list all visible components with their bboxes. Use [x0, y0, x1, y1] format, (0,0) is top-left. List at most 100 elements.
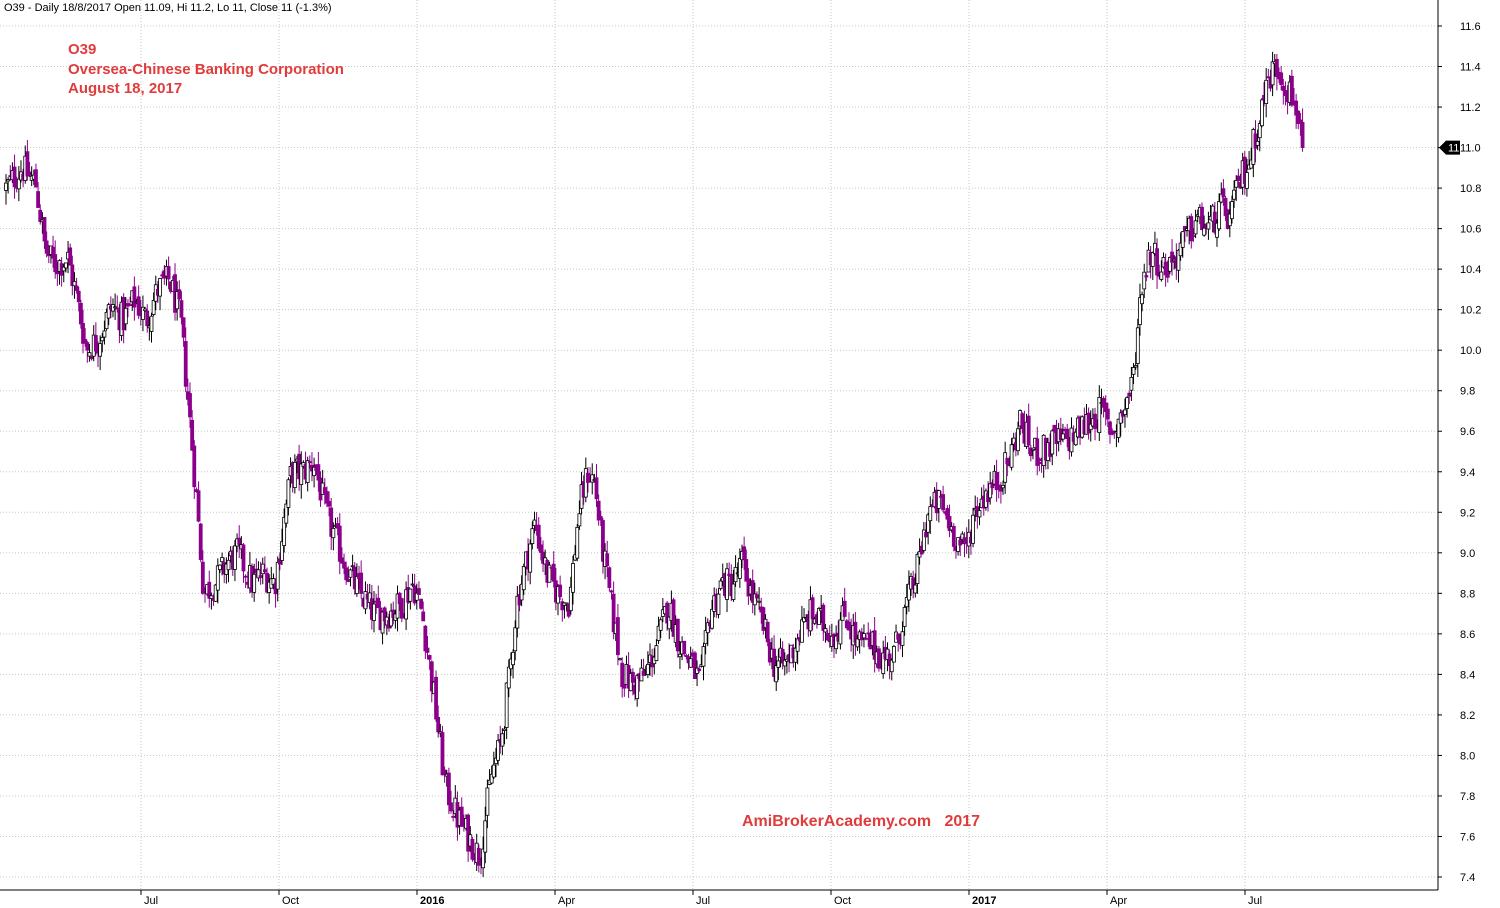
candle-body — [410, 583, 415, 586]
candle-body — [81, 323, 85, 344]
candle-body — [504, 682, 509, 728]
candle-body — [258, 575, 263, 578]
candle-body — [911, 577, 916, 589]
candle — [38, 204, 43, 225]
candle — [132, 276, 137, 321]
y-tick-label: 7.8 — [1460, 791, 1475, 803]
candle-body — [902, 607, 907, 627]
candle-body — [977, 510, 982, 518]
candle — [971, 507, 975, 548]
candle-body — [93, 335, 98, 352]
candle — [810, 594, 815, 631]
candle-body — [765, 621, 770, 643]
candle-body — [842, 600, 847, 617]
candle-body — [776, 660, 781, 668]
candle — [1163, 253, 1168, 287]
candle-body — [16, 178, 21, 190]
candle-body — [817, 607, 821, 625]
y-tick-label: 8.8 — [1460, 588, 1475, 600]
candle-body — [800, 619, 804, 643]
candle — [1281, 78, 1286, 105]
candle-body — [70, 264, 75, 286]
candle-body — [243, 575, 248, 578]
candle — [476, 844, 481, 873]
candle-body — [853, 621, 858, 643]
candle-body — [506, 666, 511, 689]
candle-body — [622, 684, 627, 689]
candle-body — [654, 645, 659, 662]
candle — [83, 328, 88, 347]
candle-body — [601, 520, 605, 562]
candle — [558, 575, 563, 601]
candle — [286, 477, 291, 516]
candle — [1144, 272, 1149, 282]
candle-body — [1003, 452, 1008, 483]
candle-body — [793, 647, 798, 663]
candle — [1127, 390, 1132, 405]
candle — [61, 263, 66, 283]
y-tick-label: 11.0 — [1460, 143, 1481, 155]
candle-body — [1105, 408, 1110, 420]
candle — [977, 503, 982, 526]
candle — [252, 563, 257, 602]
x-tick-label: Oct — [834, 895, 851, 907]
candle — [382, 606, 387, 629]
y-tick-label: 9.4 — [1460, 467, 1475, 479]
candle — [725, 562, 729, 613]
candle — [395, 585, 400, 632]
candle-body — [921, 529, 926, 551]
candle-body — [6, 179, 11, 182]
candle — [590, 463, 595, 495]
candle-body — [774, 665, 779, 683]
candle-body — [102, 330, 107, 338]
candle — [716, 588, 721, 619]
candle — [710, 599, 714, 630]
candle — [1279, 65, 1284, 91]
candle-body — [348, 569, 353, 578]
candle — [158, 277, 162, 311]
candle-body — [889, 659, 894, 673]
candle — [128, 296, 132, 306]
candle — [470, 836, 475, 862]
candle-body — [1127, 392, 1132, 397]
candle — [834, 625, 839, 654]
candle — [282, 508, 287, 553]
y-tick-label: 8.4 — [1460, 669, 1475, 681]
candle — [419, 598, 423, 610]
candle — [688, 646, 693, 668]
candle — [645, 651, 650, 679]
candle — [1118, 409, 1123, 437]
candle — [1219, 182, 1224, 204]
candle — [329, 498, 334, 550]
candle-body — [926, 514, 931, 533]
candle — [1086, 407, 1091, 440]
candle-body — [280, 541, 284, 561]
candle-body — [915, 553, 920, 585]
candle-body — [53, 254, 58, 273]
candle-body — [945, 508, 950, 520]
y-tick-label: 9.6 — [1460, 426, 1475, 438]
candle — [1037, 457, 1042, 472]
candle — [1005, 457, 1010, 477]
candle — [466, 813, 471, 862]
candle-body — [78, 302, 83, 325]
candle-body — [971, 514, 975, 544]
candle — [609, 589, 614, 600]
candle-body — [892, 645, 896, 663]
candle-body — [85, 342, 90, 351]
candle-body — [42, 216, 47, 242]
candle — [410, 573, 415, 587]
candle-body — [325, 491, 329, 504]
candle — [616, 604, 620, 666]
candle-body — [417, 588, 421, 595]
candle — [436, 705, 441, 738]
candle-body — [1073, 431, 1078, 446]
candle-body — [1144, 275, 1149, 278]
candle-body — [179, 300, 184, 318]
candle — [1061, 423, 1065, 443]
candle — [1123, 398, 1127, 428]
candle-body — [76, 290, 81, 303]
candle — [684, 653, 689, 660]
candle — [74, 277, 79, 294]
candle — [1155, 238, 1159, 289]
